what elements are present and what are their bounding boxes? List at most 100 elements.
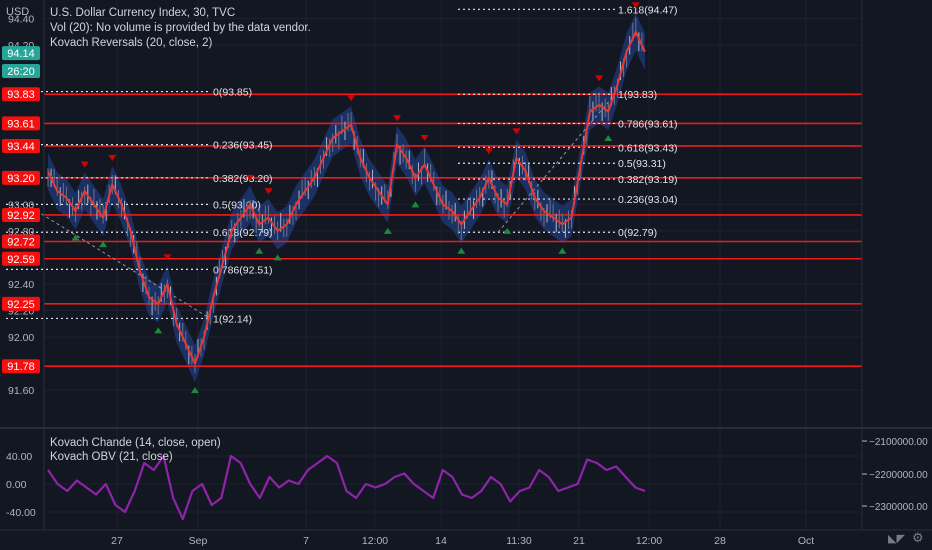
sell-marker xyxy=(484,148,493,155)
fib-right-label: 0(92.79) xyxy=(618,227,657,239)
sell-marker xyxy=(246,174,255,181)
sell-marker xyxy=(512,128,521,135)
x-tick-label: 12:00 xyxy=(362,535,388,547)
x-tick-label: 11:30 xyxy=(506,535,532,547)
osc-left-tick: 0.00 xyxy=(6,479,27,491)
level-badge xyxy=(2,138,40,153)
x-tick-label: Sep xyxy=(189,535,208,547)
level-label: 93.61 xyxy=(7,118,35,130)
buy-marker xyxy=(383,227,392,234)
level-badge xyxy=(2,359,40,374)
fib-left-label: 0.5(93.00) xyxy=(213,199,261,211)
sell-marker xyxy=(108,154,117,161)
sell-marker xyxy=(347,95,356,102)
price-badge xyxy=(2,46,40,61)
price-badge xyxy=(2,64,40,79)
volume-legend[interactable]: Vol (20): No volume is provided by the d… xyxy=(50,22,311,34)
fib-left-label: 0.236(93.45) xyxy=(213,140,273,152)
level-label: 91.78 xyxy=(7,361,35,373)
level-badge xyxy=(2,207,40,222)
buy-marker xyxy=(457,247,466,254)
x-tick-label: Oct xyxy=(798,535,814,547)
fib-left-label: 0(93.85) xyxy=(213,87,252,99)
buy-marker xyxy=(71,234,80,241)
fib-right-label: 0.5(93.31) xyxy=(618,158,666,170)
osc-right-tick: −2300000.00 xyxy=(869,502,928,513)
x-tick-label: 12:00 xyxy=(636,535,662,547)
fib-left-label: 0.786(92.51) xyxy=(213,264,273,276)
fibonacci-levels: 0(93.85) 0.236(93.45) 0.382(93.20) 0.5(93.0… xyxy=(6,4,678,325)
x-tick-label: 28 xyxy=(714,535,726,547)
fib-trend-line xyxy=(25,203,211,319)
oscillator-line xyxy=(47,454,646,521)
fib-right-label: 0.618(93.43) xyxy=(618,142,678,154)
price-series xyxy=(47,17,646,373)
level-badge xyxy=(2,296,40,311)
price-badge-label: 94.14 xyxy=(7,48,35,60)
level-label: 92.25 xyxy=(7,299,35,311)
reversal-markers xyxy=(71,2,640,394)
buy-marker xyxy=(411,201,420,208)
osc-left-tick: -40.00 xyxy=(6,507,36,519)
y-tick-label: 92.40 xyxy=(8,279,34,291)
level-label: 92.92 xyxy=(7,210,35,222)
buy-marker xyxy=(558,247,567,254)
fib-right-label: 1(93.83) xyxy=(618,89,657,101)
price-badges: 93.83 93.61 93.44 93.20 92.92 92.72 92.59 92.25… xyxy=(2,46,40,374)
osc-right-tick: −2200000.00 xyxy=(869,470,928,481)
sell-marker xyxy=(264,188,273,195)
price-badge-label: 26:20 xyxy=(7,66,35,78)
indicator-legend[interactable]: Kovach Reversals (20, close, 2) xyxy=(50,37,213,49)
oscillator-pane xyxy=(47,454,646,521)
moving-average-line xyxy=(47,30,646,365)
level-badge xyxy=(2,234,40,249)
obv-legend[interactable]: Kovach OBV (21, close) xyxy=(50,451,173,463)
osc-left-tick: 40.00 xyxy=(6,451,32,463)
y-tick-label: 94.40 xyxy=(8,14,34,26)
sell-marker xyxy=(163,254,172,261)
level-label: 92.59 xyxy=(7,254,35,266)
level-badge xyxy=(2,170,40,185)
buy-marker xyxy=(154,327,163,334)
buy-marker xyxy=(255,247,264,254)
tradingview-logo-icon[interactable]: ◣◤ xyxy=(888,532,905,545)
fib-left-label: 0.618(92.79) xyxy=(213,227,273,239)
y-tick-label: 92.00 xyxy=(8,332,34,344)
level-label: 92.72 xyxy=(7,237,35,249)
chande-legend[interactable]: Kovach Chande (14, close, open) xyxy=(50,437,221,449)
chart-title[interactable]: U.S. Dollar Currency Index, 30, TVC xyxy=(50,7,236,19)
level-label: 93.20 xyxy=(7,173,35,185)
sell-marker xyxy=(80,161,89,168)
buy-marker xyxy=(273,254,282,261)
fib-right-label: 0.382(93.19) xyxy=(618,174,678,186)
support-resistance-lines xyxy=(44,93,862,368)
sell-marker xyxy=(595,75,604,82)
channel-band xyxy=(48,13,645,383)
currency-label: USD xyxy=(6,6,30,18)
level-badge xyxy=(2,251,40,266)
level-label: 93.44 xyxy=(7,141,35,153)
x-tick-label: 27 xyxy=(111,535,123,547)
level-badge xyxy=(2,116,40,131)
buy-marker xyxy=(99,241,108,248)
osc-right-tick: −2100000.00 xyxy=(869,437,928,448)
gear-icon[interactable]: ⚙ xyxy=(912,531,924,546)
fib-right-label: 1.618(94.47) xyxy=(618,4,678,16)
channel-bands xyxy=(48,13,645,383)
x-tick-label: 14 xyxy=(435,535,447,547)
y-tick-label: 91.60 xyxy=(8,385,34,397)
sell-marker xyxy=(420,135,429,142)
fib-right-label: 0.786(93.61) xyxy=(618,118,678,130)
buy-marker xyxy=(190,387,199,394)
buy-marker xyxy=(503,227,512,234)
sell-marker xyxy=(631,2,640,9)
fib-left-label: 0.382(93.20) xyxy=(213,173,273,185)
x-tick-label: 7 xyxy=(303,535,309,547)
x-tick-label: 21 xyxy=(573,535,585,547)
fib-right-label: 0.236(93.04) xyxy=(618,194,678,206)
fib-trend-line xyxy=(497,93,616,233)
level-label: 93.83 xyxy=(7,89,35,101)
